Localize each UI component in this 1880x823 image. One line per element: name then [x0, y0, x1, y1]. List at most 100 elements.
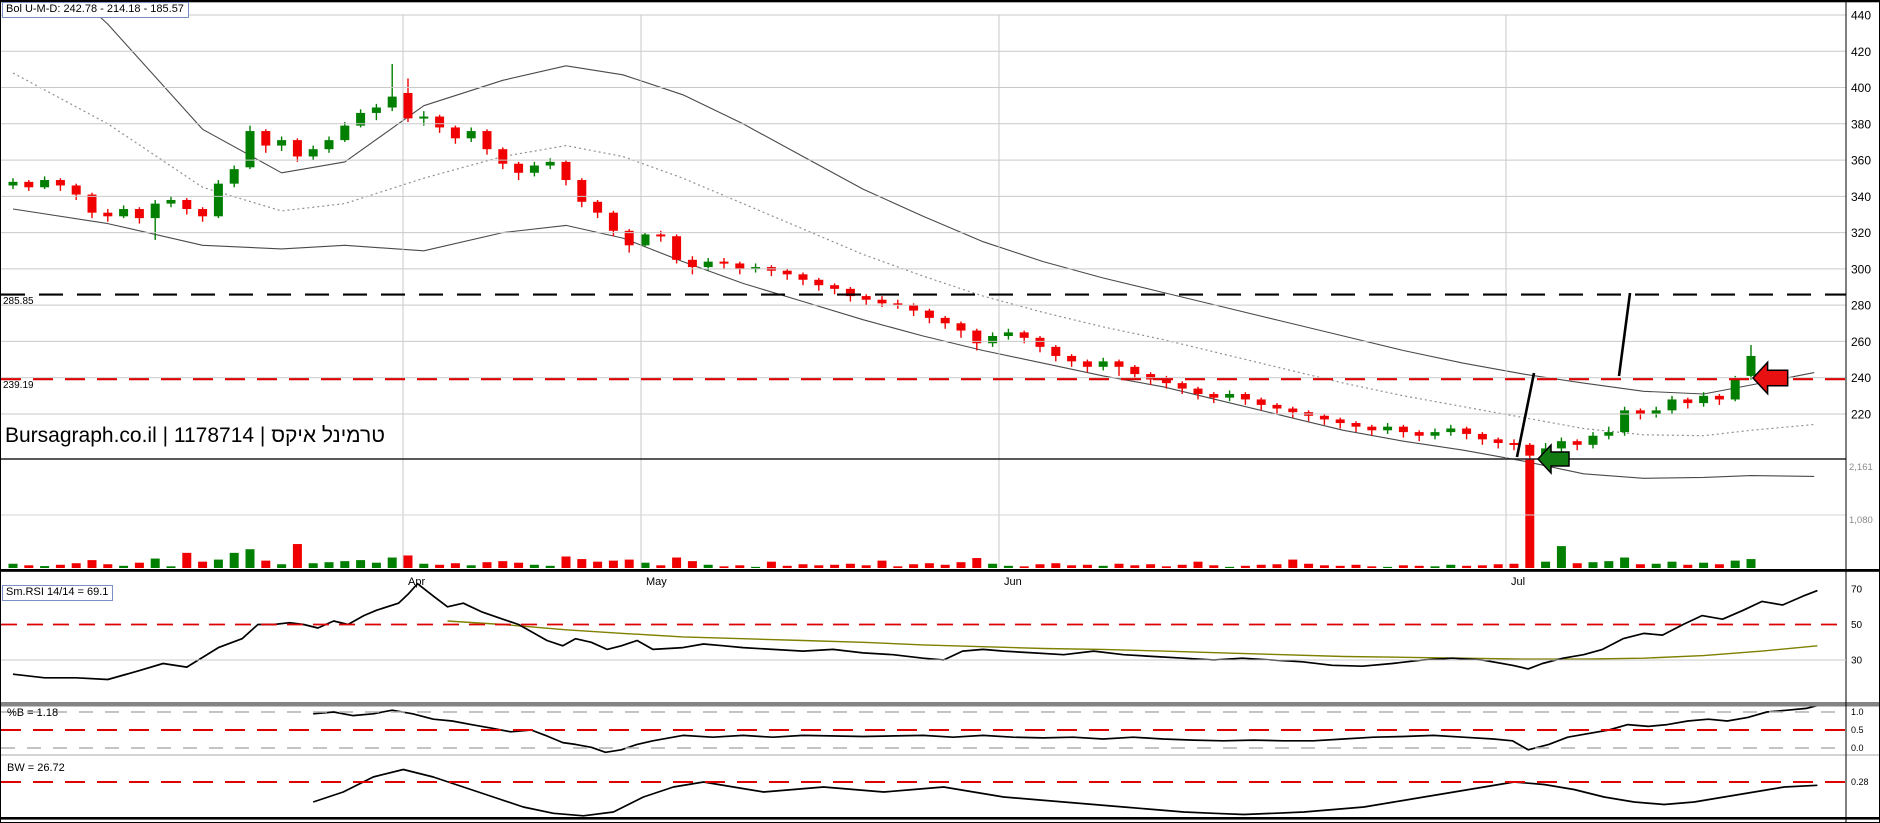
candle-body [608, 212, 618, 231]
volume-bar [419, 563, 429, 568]
volume-bar [150, 558, 160, 568]
volume-bar [292, 544, 302, 568]
candle-body [1003, 332, 1013, 336]
rsi-axis-tick: 70 [1851, 585, 1863, 596]
candle-body [877, 299, 887, 304]
pctb-pane[interactable] [313, 705, 1818, 754]
volume-bar [1351, 564, 1361, 568]
volume-bar [1319, 565, 1329, 568]
volume-bar [1240, 565, 1250, 568]
candle-body [24, 181, 34, 188]
volume-bar [909, 564, 919, 568]
volume-bar [1383, 566, 1393, 568]
volume-bar [119, 565, 129, 568]
candle-body [672, 236, 682, 260]
volume-bar [1572, 563, 1582, 568]
volume-bar [1288, 559, 1298, 568]
volume-bar [1604, 561, 1614, 568]
volume-mid-label: 1,080 [1849, 515, 1873, 526]
volume-bar [1193, 561, 1203, 568]
candle-body [529, 165, 539, 173]
price-axis-tick: 220 [1851, 407, 1871, 421]
volume-bar [893, 566, 903, 568]
volume-bar [482, 562, 492, 568]
candle-body [1051, 346, 1061, 356]
watermark-branding: Bursagraph.co.il | 1178714 | טרמינל איקס [5, 424, 385, 447]
candle-body [1430, 432, 1440, 436]
pctb-axis-tick: 0.0 [1851, 743, 1864, 753]
volume-bar [1161, 566, 1171, 568]
candle-body [1177, 383, 1187, 389]
price-axis-tick: 420 [1851, 45, 1871, 59]
volume-bar [1588, 562, 1598, 568]
candle-body [150, 203, 160, 219]
volume-bar [608, 560, 618, 568]
candle-body [1588, 435, 1598, 445]
candle-body [356, 112, 366, 126]
price-axis-tick: 300 [1851, 262, 1871, 276]
volume-bar [924, 563, 934, 568]
volume-bar [703, 564, 713, 568]
candle-body [845, 288, 855, 297]
candle-body [119, 209, 129, 217]
candle-body [435, 116, 445, 128]
pctb-line [313, 705, 1818, 754]
volume-bar [1509, 563, 1519, 568]
pctb-bw-separator [1, 754, 1879, 756]
volume-bar [261, 560, 271, 568]
volume-bar [324, 562, 334, 568]
volume-bar [1003, 565, 1013, 568]
volume-bar [561, 556, 571, 568]
price-axis-tick: 440 [1851, 9, 1871, 23]
price-rsi-separator [1, 569, 1879, 572]
volume-bar [529, 564, 539, 568]
candle-body [1604, 432, 1614, 436]
volume-bar [1714, 564, 1724, 568]
candle-body [514, 163, 524, 173]
volume-bar [593, 561, 603, 568]
trendline-to-support [1515, 372, 1536, 458]
price-pane[interactable] [8, 1, 1815, 571]
volume-bar [814, 565, 824, 568]
volume-bar [1477, 565, 1487, 568]
volume-bar [1098, 565, 1108, 568]
candle-body [1019, 332, 1029, 338]
pctb-axis-tick: 0.5 [1851, 725, 1864, 735]
volume-bar [830, 564, 840, 568]
volume-bar [1304, 563, 1314, 568]
candle-body [1114, 361, 1124, 367]
bw-readout: BW = 26.72 [7, 762, 65, 774]
volume-bar [466, 565, 476, 568]
candle-body [735, 263, 745, 269]
candle-body [87, 194, 97, 213]
candle-body [308, 149, 318, 157]
rsi-pane[interactable] [12, 582, 1818, 681]
candle-body [1414, 432, 1424, 436]
volume-bar [277, 564, 287, 568]
volume-bar [356, 560, 366, 568]
candle-body [577, 180, 587, 202]
trendline-to-resistance [1617, 292, 1632, 377]
volume-bar [988, 563, 998, 568]
bw-pane[interactable] [312, 768, 1818, 817]
volume-bar [1082, 564, 1092, 568]
candle-body [1383, 426, 1393, 431]
resistance-level-label: 285.85 [3, 296, 34, 307]
candle-body [1746, 355, 1756, 376]
bollinger-middle-band [12, 72, 1815, 437]
candle-body [340, 125, 350, 141]
candle-body [1272, 404, 1282, 409]
volume-bar [71, 563, 81, 568]
volume-bar [87, 560, 97, 568]
volume-bar [1398, 565, 1408, 568]
volume-bar [766, 561, 776, 568]
candle-body [956, 323, 966, 331]
candle-body [498, 149, 508, 164]
bollinger-readout: Bol U-M-D: 242.78 - 214.18 - 185.57 [2, 2, 189, 18]
volume-bar [1446, 564, 1456, 568]
volume-bar [1683, 564, 1693, 568]
candle-body [988, 335, 998, 344]
candle-body [1493, 439, 1503, 443]
candle-body [1193, 388, 1203, 395]
